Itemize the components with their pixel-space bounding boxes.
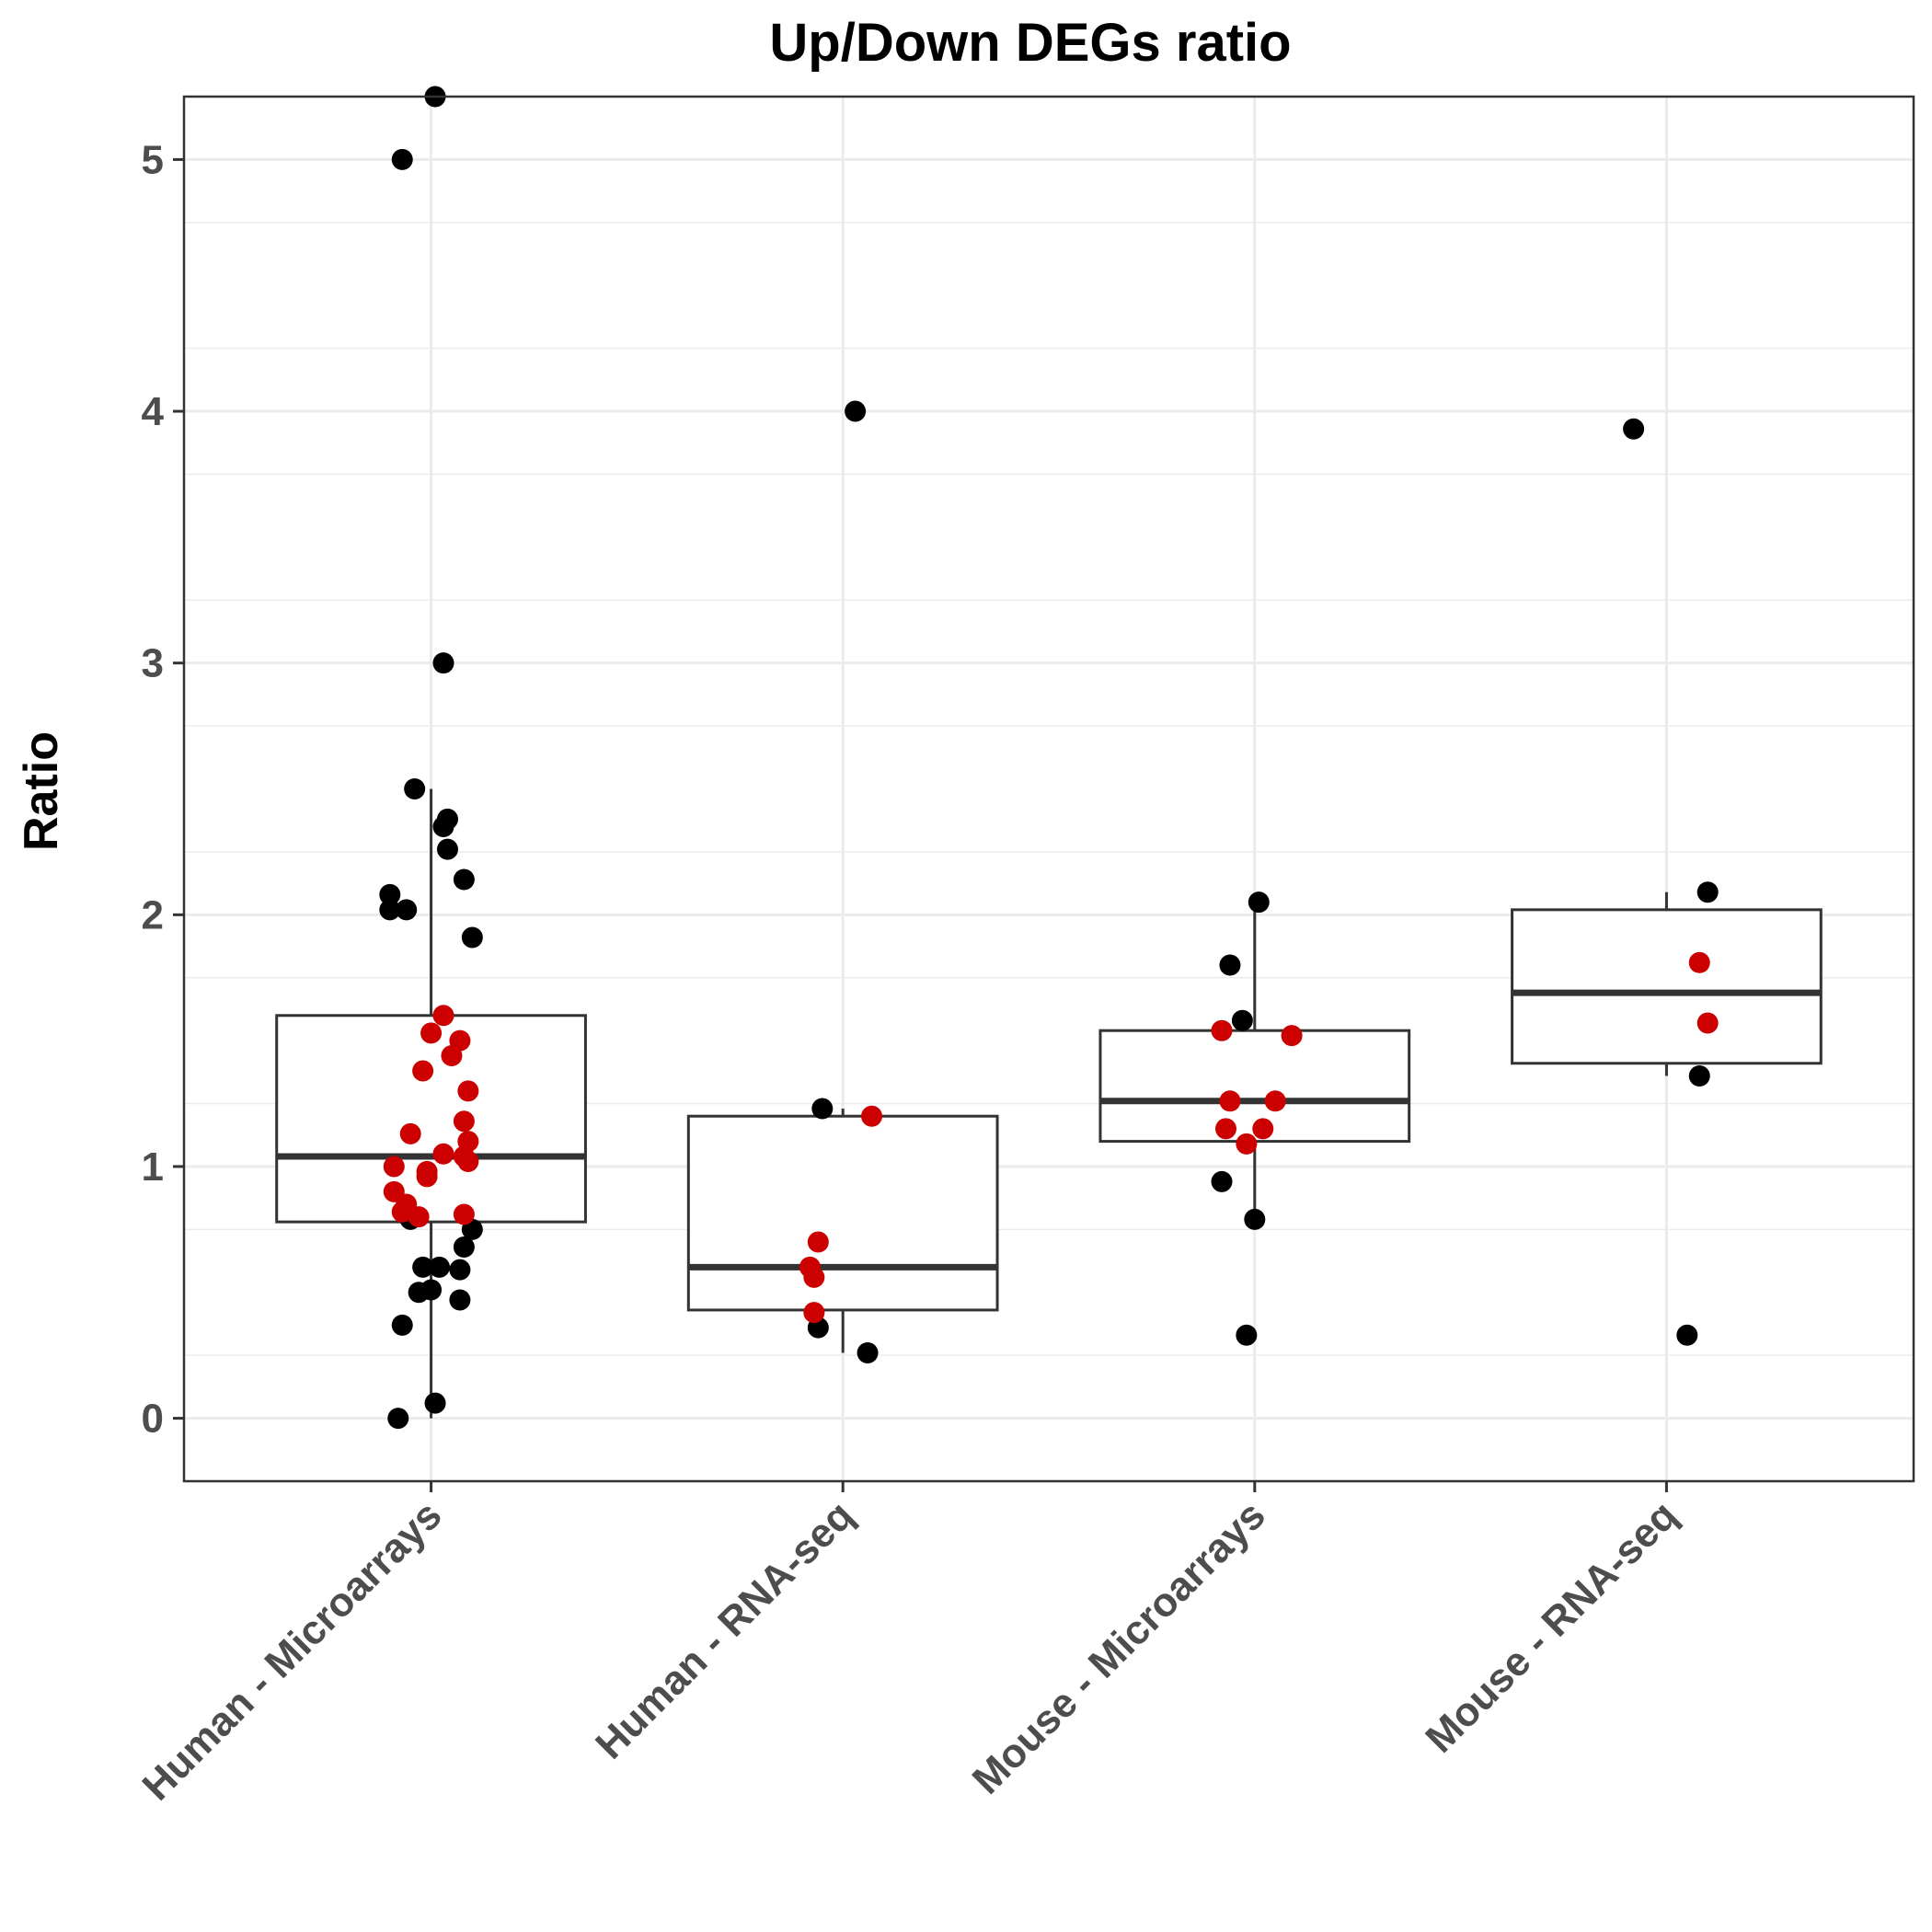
box-iqr [1511, 908, 1823, 1065]
red-data-point [1688, 951, 1710, 973]
red-data-point [1696, 1012, 1719, 1034]
red-data-point [807, 1231, 829, 1253]
black-data-point [1248, 891, 1270, 914]
red-data-point [420, 1022, 443, 1044]
red-data-point [861, 1105, 883, 1127]
red-data-point [441, 1045, 463, 1067]
black-data-point [396, 899, 418, 921]
black-data-point [1676, 1324, 1698, 1346]
boxplot [686, 1109, 999, 1353]
black-data-point [379, 899, 401, 921]
black-data-point [1696, 881, 1719, 903]
red-data-point [408, 1206, 430, 1228]
black-data-point [449, 1289, 471, 1311]
y-axis-label: Ratio [15, 731, 68, 851]
x-tick-label: Human - Microarrays [133, 1492, 450, 1809]
red-data-point [1281, 1025, 1303, 1047]
black-data-point [811, 1098, 834, 1120]
black-data-point [379, 883, 401, 905]
black-data-point [432, 652, 454, 674]
red-data-point [1214, 1118, 1236, 1140]
black-data-point [1244, 1208, 1266, 1230]
box-iqr [275, 1014, 587, 1224]
red-data-point [391, 1201, 413, 1223]
x-tick-label: Mouse - RNA-seq [1417, 1492, 1685, 1761]
y-tick-label: 5 [142, 137, 164, 182]
y-tick-label: 3 [142, 641, 164, 686]
x-tick-label: Human - RNA-seq [587, 1492, 862, 1767]
black-data-point [453, 1236, 475, 1259]
black-data-point [453, 868, 475, 891]
black-data-point [857, 1341, 879, 1363]
boxplots [275, 788, 1823, 1419]
x-axis: Human - Microarrays Human - RNA-seq Mouse … [133, 1481, 1685, 1810]
black-data-point [845, 400, 867, 422]
red-data-point [453, 1203, 475, 1225]
black-data-point [420, 1279, 443, 1301]
red-data-point [432, 1143, 454, 1165]
y-axis: 0 1 2 3 4 5 [142, 137, 184, 1442]
black-data-point [436, 838, 458, 860]
red-data-point [803, 1302, 825, 1324]
black-data-point [429, 1256, 451, 1278]
black-data-point [1236, 1324, 1258, 1346]
plot-border [182, 95, 1915, 1483]
black-data-point [449, 1259, 471, 1281]
black-data-point [391, 1314, 413, 1336]
black-data-point [387, 1408, 409, 1430]
red-data-point [1252, 1118, 1274, 1140]
black-data-point [1211, 1170, 1233, 1192]
red-data-point [453, 1110, 475, 1133]
y-tick-label: 0 [142, 1397, 164, 1442]
black-data-point [1688, 1064, 1710, 1087]
black-data-point [432, 816, 454, 838]
red-data-point [1236, 1133, 1258, 1155]
black-data-point [412, 1256, 434, 1278]
x-tick-label: Mouse - Microarrays [964, 1492, 1274, 1802]
boxplot [1511, 891, 1823, 1076]
y-tick-label: 2 [142, 892, 164, 937]
red-data-point [412, 1060, 434, 1082]
y-tick-label: 1 [142, 1144, 164, 1190]
red-data-point [1211, 1019, 1233, 1041]
red-data-point [457, 1150, 479, 1172]
red-data-point [457, 1080, 479, 1102]
black-data-point [424, 1392, 446, 1414]
red-data-point [1264, 1090, 1286, 1112]
black-data-point [391, 148, 413, 170]
black-data-point [1231, 1009, 1253, 1031]
black-data-point [461, 926, 483, 949]
chart-title: Up/Down DEGs ratio [769, 13, 1291, 73]
black-data-point [1623, 418, 1645, 440]
red-data-point [803, 1266, 825, 1288]
red-data-point [416, 1166, 438, 1188]
y-tick-label: 4 [142, 389, 165, 434]
black-data-point [404, 778, 426, 799]
data-points [379, 86, 1719, 1430]
red-data-point [399, 1122, 421, 1144]
red-data-point [383, 1156, 405, 1178]
black-data-point [1219, 954, 1241, 976]
boxplot [275, 788, 587, 1419]
red-data-point [432, 1005, 454, 1027]
red-data-point [1219, 1090, 1241, 1112]
box-iqr [686, 1114, 999, 1312]
